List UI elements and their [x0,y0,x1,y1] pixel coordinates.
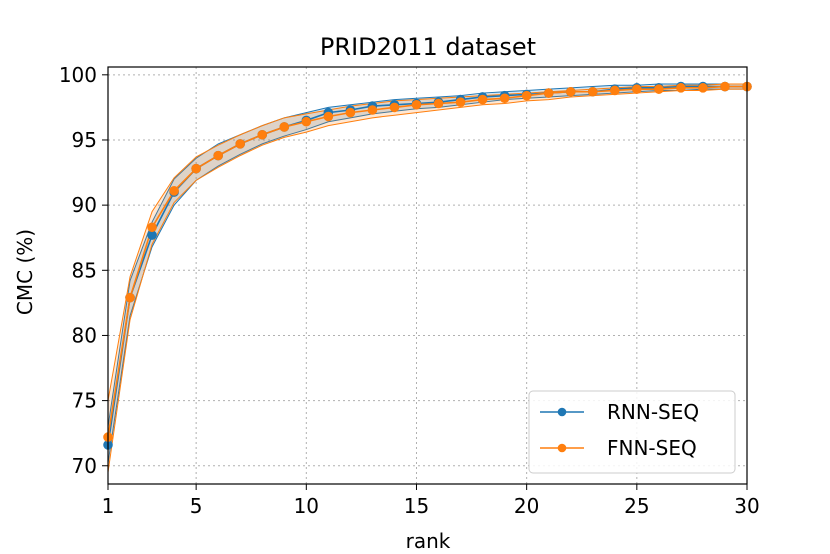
grid-lines [107,67,748,484]
fnn-seq-point [191,163,201,174]
fnn-seq-point [521,90,532,101]
x-tick-label: 25 [624,494,649,518]
x-tick-label: 30 [734,494,759,518]
fnn-seq-point [632,84,642,94]
fnn-seq-point [147,222,157,233]
fnn-seq-point [654,84,664,94]
fnn-seq-point [698,83,708,93]
y-tick-label: 90 [72,193,97,217]
fnn-seq-point [565,86,576,97]
fnn-seq-point [543,88,554,98]
fnn-seq-point [389,102,400,113]
x-tick-label: 5 [190,494,203,518]
y-tick-label: 95 [72,128,97,152]
fnn-seq-point [720,81,730,92]
fnn-seq-point [587,86,598,97]
y-tick-label: 70 [72,454,97,478]
legend: RNN-SEQ FNN-SEQ [528,390,736,474]
y-tick-label: 80 [72,323,97,347]
fnn-seq-point [477,94,488,105]
fnn-seq-point [213,150,223,161]
y-tick-label: 100 [59,63,97,87]
fnn-seq-point [125,292,135,303]
fnn-seq-point [367,105,378,115]
x-tick-label: 10 [294,494,319,518]
y-tick-label: 85 [72,258,97,282]
fnn-seq-point [169,185,179,196]
x-tick-label: 20 [514,494,539,518]
plot-frame [107,66,748,485]
fnn-seq-point [301,116,312,127]
x-axis-label: rank [406,529,451,553]
rnn-seq-legend-marker [557,407,567,417]
fnn-seq-point [323,111,334,122]
fnn-seq-point [411,99,422,110]
fnn-seq-point [676,83,686,93]
y-tick-label: 75 [72,389,97,413]
y-axis-label: CMC (%) [13,229,37,315]
x-tick-label: 1 [102,494,115,518]
fnn-seq-legend-label: FNN-SEQ [607,436,697,460]
fnn-seq-point [235,139,246,149]
fnn-seq-point [345,107,356,118]
fnn-seq-legend-marker [557,443,567,453]
rnn-seq-point [147,230,157,240]
fnn-seq-point [609,85,620,96]
fnn-seq-band-lower [107,88,747,473]
x-tick-label: 15 [404,494,429,518]
chart-title: PRID2011 dataset [320,33,536,61]
fnn-seq-point [455,97,466,107]
series-markers [103,81,752,450]
fnn-seq-point [279,122,290,132]
fnn-seq-point [433,98,444,109]
fnn-seq-point [257,129,268,140]
fnn-seq-point [499,93,510,104]
rnn-seq-legend-label: RNN-SEQ [607,400,699,424]
